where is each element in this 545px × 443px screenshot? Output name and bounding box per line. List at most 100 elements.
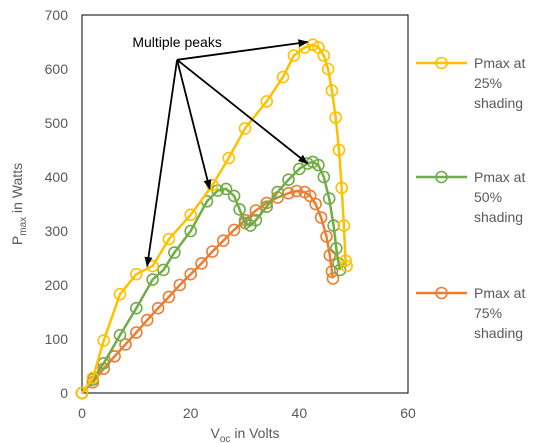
series-3-point-20 <box>290 184 303 198</box>
series-2-point-4 <box>130 301 143 315</box>
series-3-point-10 <box>184 267 197 281</box>
series-2-point-17 <box>260 200 274 213</box>
series-1-point-4 <box>130 267 143 281</box>
series-2-point-8 <box>184 224 197 238</box>
series-3-point-11 <box>195 257 208 270</box>
series-1-point-2 <box>97 334 110 347</box>
series-1-point-23 <box>337 219 351 232</box>
series-layer <box>75 38 353 400</box>
annotation-text: Multiple peaks <box>132 34 222 50</box>
series-1-point-24 <box>339 254 352 268</box>
legend-label-2-line-2: 50% <box>474 189 502 205</box>
series-1-point-19 <box>325 84 339 97</box>
annotation-arrow-4 <box>176 59 309 165</box>
legend-item-1: Pmax at 25% shading <box>416 55 525 111</box>
series-3-point-7 <box>151 301 165 315</box>
series-2-point-19 <box>282 173 295 186</box>
series-2-point-27 <box>329 242 343 255</box>
legend-label-3-line-3: shading <box>474 325 523 341</box>
series-3-point-27 <box>325 265 339 278</box>
legend-label-1-line-2: 25% <box>474 75 502 91</box>
legend-label-3-line-1: Pmax at <box>474 285 525 301</box>
series-2-point-29 <box>333 263 347 277</box>
x-tick-label-0: 0 <box>78 405 86 421</box>
x-tick-label-2: 40 <box>292 405 308 421</box>
plot-area-frame <box>81 14 409 394</box>
x-tick-label-3: 60 <box>400 405 416 421</box>
legend-swatch-marker-2 <box>435 170 448 184</box>
legend-swatch-marker-3 <box>435 286 448 300</box>
series-1-point-20 <box>329 111 343 124</box>
legend-item-2: Pmax at 50% shading <box>416 169 525 225</box>
legend-label-1-line-1: Pmax at <box>474 55 525 71</box>
annotation-arrow-3 <box>176 39 309 61</box>
x-axis-title-sub: oc <box>220 434 231 443</box>
series-1-point-6 <box>162 232 176 246</box>
series-2-point-6 <box>157 263 170 277</box>
x-tick-label-1: 20 <box>183 405 199 421</box>
series-1-point-0 <box>75 386 89 400</box>
series-1-point-11 <box>260 95 274 108</box>
series-3-point-16 <box>249 204 263 217</box>
legend-label-2-line-1: Pmax at <box>474 169 525 185</box>
legend-label-1-line-3: shading <box>474 95 523 111</box>
series-3-point-24 <box>314 211 328 224</box>
y-tick-label-1: 100 <box>45 331 69 347</box>
series-1-point-9 <box>222 151 235 165</box>
series-2-point-23 <box>312 158 325 172</box>
series-2-point-28 <box>332 257 345 270</box>
series-1-point-3 <box>113 287 127 301</box>
series-2-point-5 <box>146 273 159 286</box>
series-1-point-22 <box>335 181 349 195</box>
series-3-point-25 <box>320 230 333 243</box>
series-2-point-12 <box>227 189 241 203</box>
y-tick-label-3: 300 <box>45 223 69 239</box>
series-2-point-11 <box>219 182 233 196</box>
x-axis-title: Voc in Volts <box>211 425 280 443</box>
series-2-point-24 <box>317 170 331 184</box>
annotation-layer: Multiple peaks <box>132 34 309 268</box>
series-3-point-26 <box>323 249 337 262</box>
annotation-arrow-2 <box>176 59 212 190</box>
series-1-point-18 <box>321 62 335 76</box>
series-3-point-6 <box>140 313 154 327</box>
y-axis-title-sub: max <box>18 217 29 236</box>
annotation-arrow-1 <box>144 59 178 268</box>
series-2-point-16 <box>249 213 263 227</box>
series-2-point-13 <box>233 203 246 216</box>
x-axis-title-rest: in Volts <box>230 425 279 441</box>
series-1-point-1 <box>86 371 100 385</box>
y-tick-label-2: 200 <box>45 277 69 293</box>
legend-swatch-marker-1 <box>435 56 448 70</box>
series-1-point-13 <box>287 49 301 62</box>
legend-label-3-line-2: 75% <box>474 305 502 321</box>
series-3-point-5 <box>130 326 143 339</box>
series-3-point-28 <box>326 272 340 285</box>
series-3-point-14 <box>227 223 241 237</box>
y-axis-title-main: P <box>9 236 25 245</box>
y-tick-label-6: 600 <box>45 61 69 77</box>
legend-item-3: Pmax at 75% shading <box>416 285 525 341</box>
series-1 <box>75 38 353 400</box>
y-tick-label-5: 500 <box>45 115 69 131</box>
series-1-point-25 <box>340 259 353 273</box>
y-tick-label-7: 700 <box>45 7 69 23</box>
y-tick-label-4: 400 <box>45 169 69 185</box>
series-3-line <box>81 189 335 394</box>
series-3-point-12 <box>206 245 219 258</box>
series-2-point-25 <box>322 192 336 205</box>
series-3-point-9 <box>173 278 187 292</box>
series-2-point-18 <box>271 185 284 199</box>
series-3-point-4 <box>119 338 132 351</box>
y-axis-ticks: 0 100 200 300 400 500 600 700 <box>45 7 69 401</box>
y-tick-label-0: 0 <box>60 385 68 401</box>
series-1-point-12 <box>276 70 290 84</box>
series-2-point-3 <box>113 328 127 342</box>
series-3-point-23 <box>309 197 322 211</box>
series-3-point-13 <box>217 234 230 247</box>
series-3-point-8 <box>162 290 176 304</box>
series-1-point-21 <box>332 143 346 157</box>
x-axis-ticks: 0 20 40 60 <box>78 405 416 421</box>
